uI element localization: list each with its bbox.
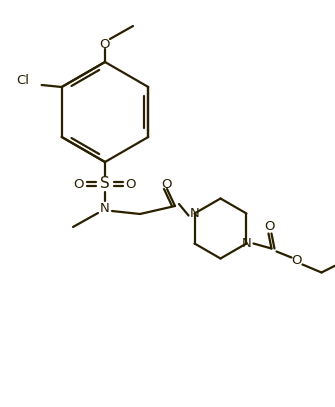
Text: S: S — [100, 177, 110, 192]
Text: Cl: Cl — [17, 74, 30, 87]
Text: O: O — [74, 177, 84, 190]
Text: O: O — [162, 177, 172, 190]
Text: O: O — [100, 37, 110, 50]
Text: O: O — [126, 177, 136, 190]
Text: O: O — [291, 254, 302, 267]
Text: N: N — [190, 207, 199, 220]
Text: N: N — [100, 203, 110, 215]
Text: O: O — [264, 220, 275, 233]
Text: N: N — [242, 237, 251, 250]
